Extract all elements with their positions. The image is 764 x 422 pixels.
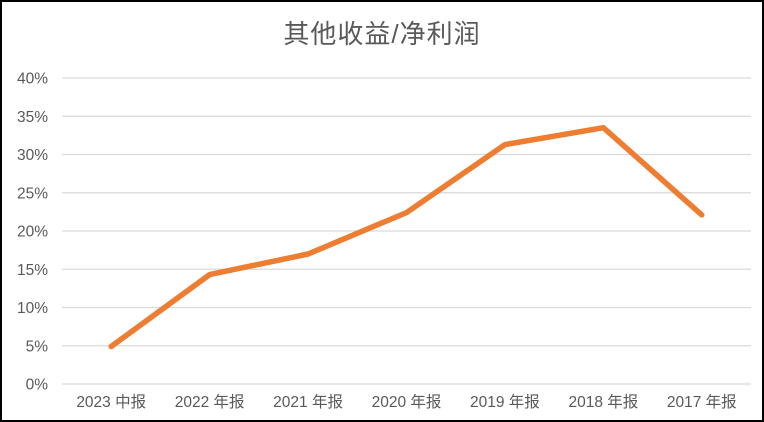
y-tick-label: 0%	[26, 377, 49, 394]
y-tick-label: 40%	[17, 71, 48, 88]
y-tick-label: 20%	[17, 224, 48, 241]
data-line-series	[108, 124, 705, 350]
chart-title: 其他收益/净利润	[283, 19, 481, 49]
y-tick-label: 35%	[17, 109, 48, 126]
y-tick-label: 30%	[17, 147, 48, 164]
x-tick-label: 2019 年报	[470, 393, 540, 411]
x-tick-label: 2017 年报	[667, 393, 737, 411]
x-tick-label: 2021 年报	[273, 393, 343, 411]
y-tick-label: 5%	[26, 338, 49, 355]
x-tick-label: 2022 年报	[175, 393, 245, 411]
x-tick-label: 2020 年报	[372, 393, 442, 411]
y-tick-label: 25%	[17, 185, 48, 202]
x-tick-label: 2018 年报	[568, 393, 638, 411]
y-tick-label: 10%	[17, 300, 48, 317]
y-tick-label: 15%	[17, 262, 48, 279]
x-tick-label: 2023 中报	[76, 393, 146, 411]
